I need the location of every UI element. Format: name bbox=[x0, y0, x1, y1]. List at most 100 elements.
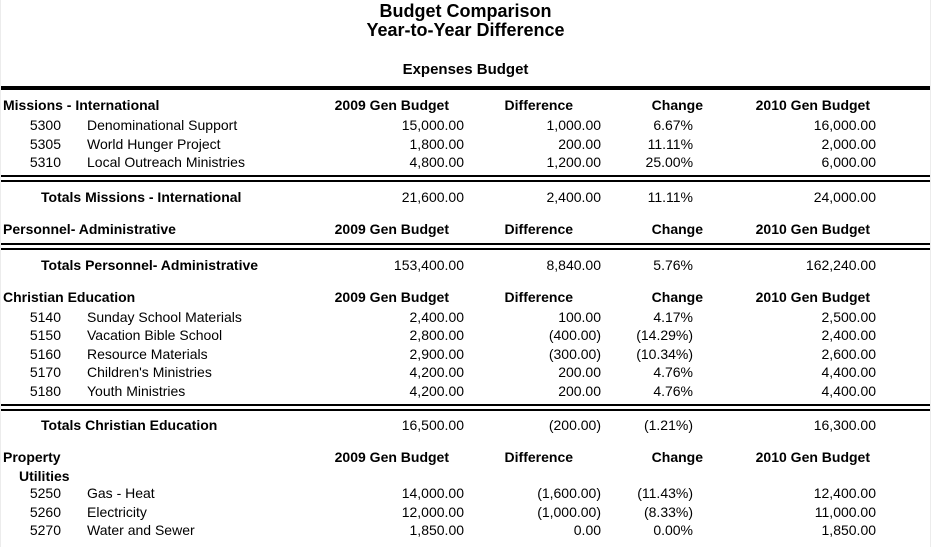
account-description: Denominational Support bbox=[87, 117, 238, 134]
value-change: (14.29%) bbox=[636, 327, 694, 344]
account-number: 5260 bbox=[29, 503, 61, 520]
column-header-2009-budget: 2009 Gen Budget bbox=[334, 97, 450, 113]
account-row: 5305 World Hunger Project 1,800.00 200.0… bbox=[1, 135, 930, 154]
column-header-change: Change bbox=[651, 288, 704, 305]
value-difference: 0.00 bbox=[573, 522, 602, 539]
totals-label: Totals Personnel- Administrative bbox=[41, 256, 259, 273]
value-2009-budget: 15,000.00 bbox=[401, 117, 465, 134]
totals-row: Totals Personnel- Administrative 153,400… bbox=[1, 255, 930, 275]
totals-2009-budget: 153,400.00 bbox=[393, 256, 464, 273]
column-header-difference: Difference bbox=[504, 288, 574, 305]
section-table: Personnel- Administrative 2009 Gen Budge… bbox=[1, 214, 930, 240]
report-subtitle: Expenses Budget bbox=[402, 61, 529, 78]
account-number: 5300 bbox=[29, 117, 61, 134]
value-difference: 1,200.00 bbox=[546, 154, 602, 171]
column-header-change: Change bbox=[651, 449, 704, 465]
value-2009-budget: 1,850.00 bbox=[409, 522, 465, 539]
value-2009-budget: 12,000.00 bbox=[401, 503, 465, 520]
value-change: 6.67% bbox=[653, 117, 694, 134]
value-2010-budget: 2,400.00 bbox=[821, 327, 877, 344]
totals-table: Totals Personnel- Administrative 153,400… bbox=[1, 255, 930, 275]
value-difference: (300.00) bbox=[548, 345, 602, 362]
totals-change: 11.11% bbox=[647, 188, 693, 205]
value-difference: 100.00 bbox=[558, 308, 602, 325]
account-row: 5300 Denominational Support 15,000.00 1,… bbox=[1, 116, 930, 135]
account-number: 5305 bbox=[29, 135, 61, 152]
value-change: 11.11% bbox=[647, 135, 694, 152]
account-description: Resource Materials bbox=[87, 345, 208, 362]
column-header-2010-budget: 2010 Gen Budget bbox=[755, 97, 871, 113]
value-change: 0.00% bbox=[653, 522, 694, 539]
section-name: Christian Education bbox=[3, 288, 136, 305]
report-title-line2: Year-to-Year Difference bbox=[366, 20, 565, 40]
account-description: Water and Sewer bbox=[87, 522, 195, 539]
value-2010-budget: 2,500.00 bbox=[821, 308, 877, 325]
section-name: Missions - International bbox=[3, 97, 160, 113]
value-difference: (1,000.00) bbox=[537, 503, 602, 520]
account-description: World Hunger Project bbox=[87, 135, 221, 152]
totals-row: Totals Christian Education 16,500.00 (20… bbox=[1, 415, 930, 435]
account-row: 5160 Resource Materials 2,900.00 (300.00… bbox=[1, 345, 930, 364]
totals-label: Totals Christian Education bbox=[41, 417, 218, 433]
value-change: 4.76% bbox=[653, 382, 694, 399]
account-row: 5260 Electricity 12,000.00 (1,000.00) (8… bbox=[1, 503, 930, 522]
section-name: Property bbox=[3, 449, 61, 465]
column-header-difference: Difference bbox=[504, 220, 574, 237]
section-subheader-spacer bbox=[281, 468, 930, 484]
value-2009-budget: 4,200.00 bbox=[409, 364, 465, 381]
totals-change: (1.21%) bbox=[643, 417, 693, 433]
account-number: 5180 bbox=[29, 382, 61, 399]
account-row: 5270 Water and Sewer 1,850.00 0.00 0.00%… bbox=[1, 521, 930, 540]
account-description: Youth Ministries bbox=[87, 382, 186, 399]
value-2009-budget: 2,400.00 bbox=[409, 308, 465, 325]
value-2010-budget: 4,400.00 bbox=[821, 382, 877, 399]
section-divider-rule bbox=[1, 175, 930, 182]
section-divider-rule bbox=[1, 403, 930, 411]
value-difference: 200.00 bbox=[558, 382, 602, 399]
totals-2009-budget: 16,500.00 bbox=[401, 417, 464, 433]
totals-row: Totals Missions - International 21,600.0… bbox=[1, 187, 930, 207]
value-change: 4.17% bbox=[653, 308, 694, 325]
totals-2009-budget: 21,600.00 bbox=[401, 188, 464, 205]
value-2009-budget: 1,800.00 bbox=[409, 135, 465, 152]
value-2010-budget: 2,000.00 bbox=[821, 135, 877, 152]
account-number: 5170 bbox=[29, 364, 61, 381]
account-row: 5310 Local Outreach Ministries 4,800.00 … bbox=[1, 153, 930, 172]
totals-difference: 8,840.00 bbox=[546, 256, 602, 273]
value-difference: 200.00 bbox=[558, 135, 602, 152]
column-header-2010-budget: 2010 Gen Budget bbox=[755, 449, 871, 465]
totals-table: Totals Missions - International 21,600.0… bbox=[1, 187, 930, 207]
column-header-change: Change bbox=[651, 97, 704, 113]
account-number: 5310 bbox=[29, 154, 61, 171]
value-2010-budget: 4,400.00 bbox=[821, 364, 877, 381]
account-description: Electricity bbox=[87, 503, 147, 520]
column-header-2009-budget: 2009 Gen Budget bbox=[334, 288, 450, 305]
account-description: Vacation Bible School bbox=[87, 327, 223, 344]
section-header-row: Personnel- Administrative 2009 Gen Budge… bbox=[1, 214, 930, 240]
section-table: Christian Education 2009 Gen Budget Diff… bbox=[1, 282, 930, 401]
section-divider-rule bbox=[1, 243, 930, 250]
totals-difference: 2,400.00 bbox=[546, 188, 602, 205]
account-row: 5170 Children's Ministries 4,200.00 200.… bbox=[1, 363, 930, 382]
section-subheader-row: Utilities bbox=[1, 468, 930, 484]
totals-change: 5.76% bbox=[653, 256, 693, 273]
value-change: 25.00% bbox=[645, 154, 694, 171]
value-2010-budget: 16,000.00 bbox=[813, 117, 877, 134]
section-subname: Utilities bbox=[19, 468, 70, 484]
value-change: (8.33%) bbox=[643, 503, 694, 520]
totals-difference: (200.00) bbox=[548, 417, 601, 433]
account-row: 5250 Gas - Heat 14,000.00 (1,600.00) (11… bbox=[1, 484, 930, 503]
header-rule bbox=[1, 86, 930, 90]
account-number: 5160 bbox=[29, 345, 61, 362]
value-2009-budget: 2,800.00 bbox=[409, 327, 465, 344]
value-2009-budget: 4,800.00 bbox=[409, 154, 465, 171]
section-table: Property 2009 Gen Budget Difference Chan… bbox=[1, 442, 930, 540]
report-title-line1: Budget Comparison bbox=[379, 1, 552, 21]
account-description: Gas - Heat bbox=[87, 485, 155, 502]
column-header-2009-budget: 2009 Gen Budget bbox=[334, 220, 450, 237]
totals-label: Totals Missions - International bbox=[41, 188, 242, 205]
column-header-2009-budget: 2009 Gen Budget bbox=[334, 449, 450, 465]
value-2009-budget: 4,200.00 bbox=[409, 382, 465, 399]
account-number: 5250 bbox=[29, 485, 61, 502]
